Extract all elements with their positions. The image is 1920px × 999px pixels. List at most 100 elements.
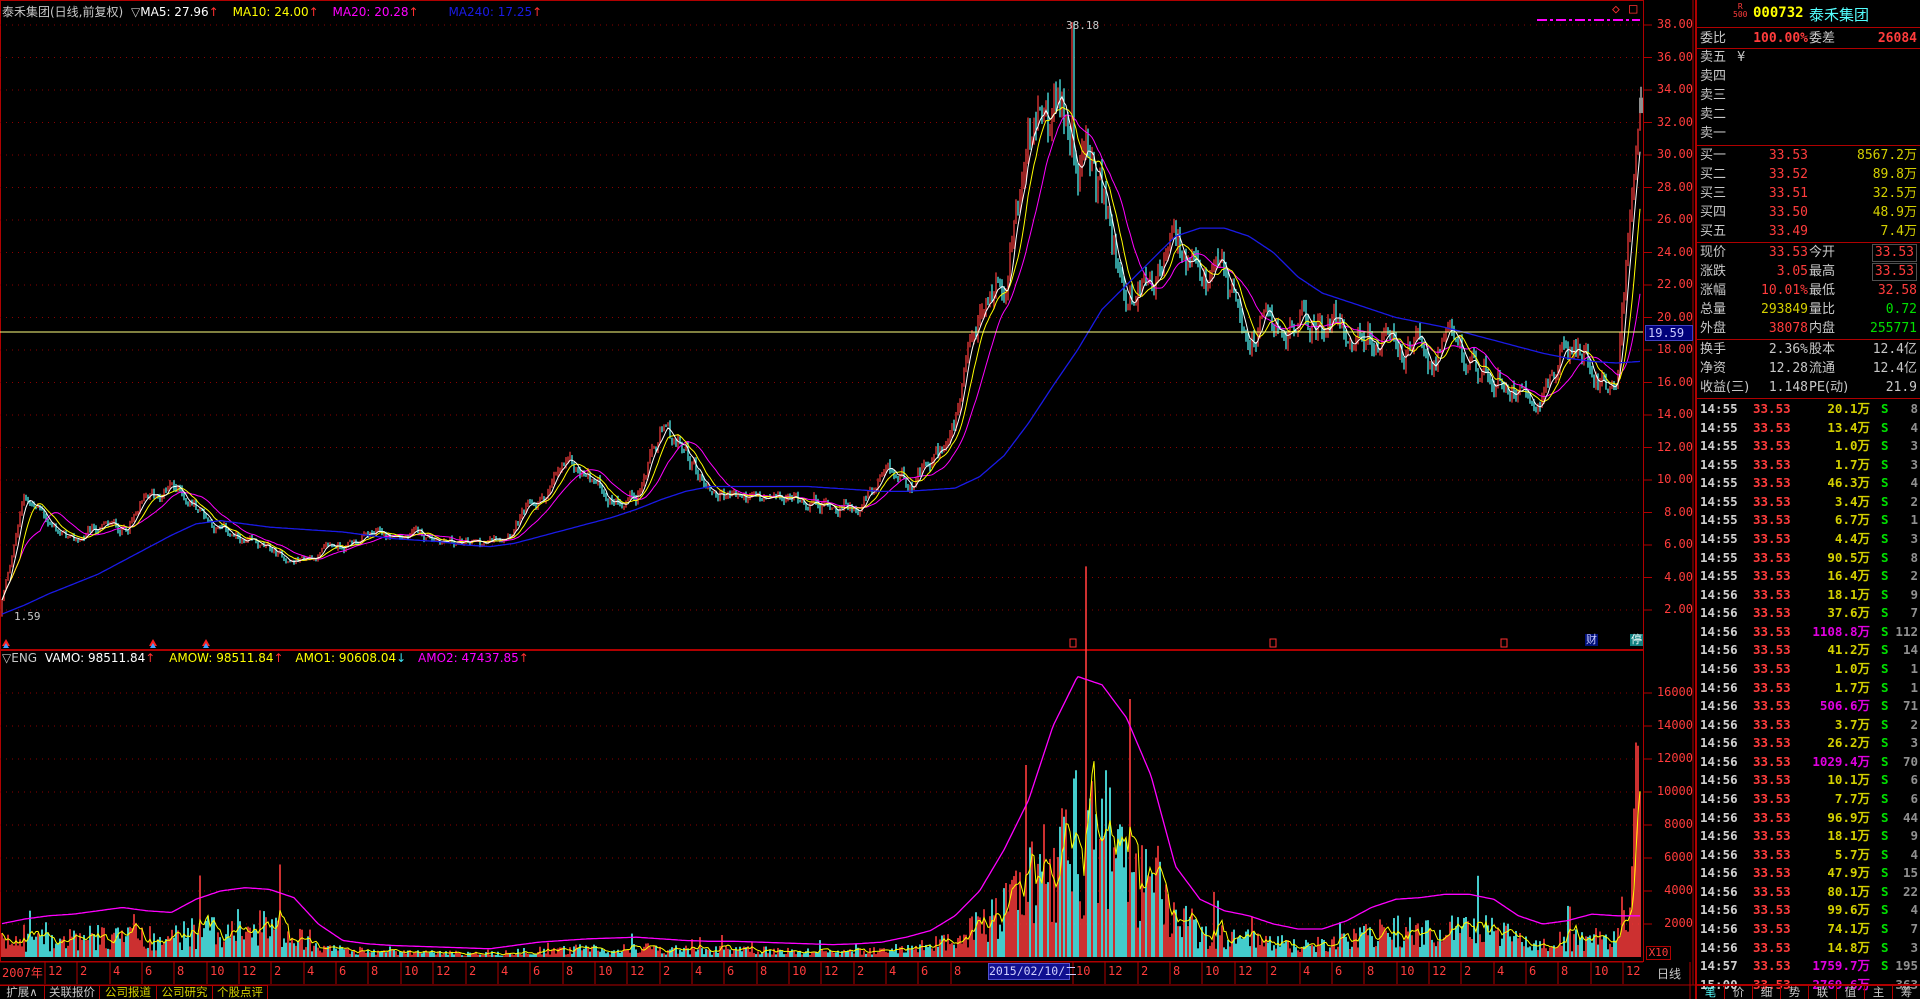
toggle-icon[interactable]: ▽ <box>2 651 12 665</box>
arrow-up-icon: ↑ <box>518 651 529 665</box>
kline-chart-canvas[interactable] <box>0 0 1695 999</box>
tick-side: S <box>1881 493 1889 509</box>
tab-stock-comments[interactable]: 个股点评 <box>213 985 268 999</box>
info-marker-icon <box>1269 638 1277 648</box>
tick-side: S <box>1881 419 1889 435</box>
right-tab[interactable]: 筹 <box>1893 985 1920 999</box>
buy-level-row[interactable]: 买一 33.53 8567.2万 <box>1697 146 1920 165</box>
right-tab[interactable]: 笔 <box>1697 985 1725 999</box>
fundamental-label: 收益(三) <box>1700 380 1750 395</box>
tick-price: 33.53 <box>1753 902 1791 918</box>
quote-panel: R 500 000732 泰禾集团 委比 100.00% 委差 26084 卖五… <box>1695 0 1920 999</box>
tick-price: 33.53 <box>1753 660 1791 676</box>
tick-time: 14:55 <box>1700 512 1738 528</box>
buy-price: 33.51 <box>1768 186 1808 201</box>
right-tab[interactable]: 价 <box>1725 985 1753 999</box>
main-chart-header: 泰禾集团(日线,前复权) ▽MA5: 27.96↑ MA10: 24.00↑ M… <box>2 3 546 20</box>
buy-level-row[interactable]: 买五 33.49 7.4万 <box>1697 222 1920 241</box>
amo2-value: AMO2: 47437.85 <box>418 651 519 665</box>
tick-time: 14:56 <box>1700 809 1738 825</box>
tick-volume: 41.2万 <box>1827 642 1870 658</box>
finance-marker[interactable]: 财 <box>1585 633 1598 646</box>
buy-level-row[interactable]: 买三 33.51 32.5万 <box>1697 184 1920 203</box>
price-tick-label: 36.00 <box>1656 49 1693 64</box>
stat-value: 255771 <box>1870 321 1917 336</box>
tick-side: S <box>1881 846 1889 862</box>
fundamental-label: 流通 <box>1809 361 1836 376</box>
diamond-icon[interactable]: ◇ <box>1612 2 1620 17</box>
tick-time: 14:56 <box>1700 586 1738 602</box>
tick-count: 14 <box>1902 642 1918 658</box>
stat-value: 33.53 <box>1871 263 1917 281</box>
right-tab[interactable]: 联 <box>1809 985 1837 999</box>
tick-count: 15 <box>1902 865 1918 881</box>
arrow-up-icon: ↑ <box>408 5 419 19</box>
tick-count: 71 <box>1902 698 1918 714</box>
tick-row: 14:55 33.53 46.3万 S 4 <box>1697 474 1920 493</box>
tick-volume: 3.7万 <box>1834 716 1870 732</box>
date-tick-label: 10 <box>210 964 225 978</box>
date-tick-label: 4 <box>1497 964 1505 978</box>
buy-volume: 7.4万 <box>1880 224 1917 239</box>
tick-time: 14:55 <box>1700 475 1738 491</box>
suspend-marker[interactable]: 停 <box>1630 633 1643 646</box>
tick-row: 14:56 33.53 18.1万 S 9 <box>1697 827 1920 846</box>
right-tab[interactable]: 细 <box>1753 985 1781 999</box>
period-selector[interactable]: 日线 <box>1657 967 1682 981</box>
date-tick-label: 12 <box>242 964 257 978</box>
volume-axis: 16000 14000 12000 10000 8000 6000 4000 2000 <box>1645 650 1693 962</box>
stat-label: 涨跌 <box>1700 264 1727 279</box>
tick-price: 33.53 <box>1753 530 1791 546</box>
tick-price: 33.53 <box>1753 586 1791 602</box>
tick-row: 14:56 33.53 18.1万 S 9 <box>1697 586 1920 605</box>
buy-level-row[interactable]: 买四 33.50 48.9万 <box>1697 203 1920 222</box>
tick-price: 33.53 <box>1753 419 1791 435</box>
right-tab[interactable]: 值 <box>1837 985 1865 999</box>
right-tab[interactable]: 主 <box>1865 985 1893 999</box>
tick-time: 14:56 <box>1700 790 1738 806</box>
quote-stat-row: 外盘 38078 内盘 255771 <box>1697 319 1920 338</box>
stat-value: 10.01% <box>1761 283 1808 298</box>
window-layout-icon[interactable]: □ <box>1629 1 1638 17</box>
date-tick-label: 6 <box>727 964 735 978</box>
sell-level-label: 卖五 <box>1700 50 1727 65</box>
tick-row: 14:56 33.53 96.9万 S 44 <box>1697 809 1920 828</box>
tick-price: 33.53 <box>1753 809 1791 825</box>
main-panel-border <box>0 0 1644 650</box>
buy-volume: 32.5万 <box>1872 186 1917 201</box>
event-marker-icon <box>202 639 210 646</box>
amow-value: AMOW: 98511.84 <box>169 651 274 665</box>
price-tick-label: 6.00 <box>1664 537 1693 551</box>
tick-side: S <box>1881 623 1889 639</box>
tick-row: 14:56 33.53 47.9万 S 15 <box>1697 864 1920 883</box>
tick-row: 14:55 33.53 6.7万 S 1 <box>1697 511 1920 530</box>
sell-level-row: 卖三 <box>1697 86 1920 105</box>
tick-time: 14:55 <box>1700 568 1738 584</box>
tick-side: S <box>1881 883 1889 899</box>
date-tick-label: 12 <box>436 964 451 978</box>
tab-company-news[interactable]: 公司报道 <box>100 985 157 999</box>
buy-level-label: 买五 <box>1700 224 1727 239</box>
tick-volume: 10.1万 <box>1827 772 1870 788</box>
price-axis: 38.00 36.00 34.00 32.00 30.00 28.00 26.00 24.00… <box>1645 0 1693 650</box>
price-tick-label: 12.00 <box>1656 439 1693 454</box>
tick-price: 33.53 <box>1753 475 1791 491</box>
tick-time: 14:56 <box>1700 772 1738 788</box>
tick-volume: 506.6万 <box>1819 698 1870 714</box>
tick-side: S <box>1881 530 1889 546</box>
tick-side: S <box>1881 716 1889 732</box>
tick-volume: 80.1万 <box>1827 883 1870 899</box>
arrow-up-icon: ↑ <box>532 5 543 19</box>
toggle-icon[interactable]: ▽ <box>131 5 141 19</box>
right-tab[interactable]: 势 <box>1781 985 1809 999</box>
tick-time: 14:56 <box>1700 679 1738 695</box>
date-tick-label: 2 <box>1464 964 1472 978</box>
tab-related-quotes[interactable]: 关联报价 <box>45 985 100 999</box>
tab-company-research[interactable]: 公司研究 <box>157 985 213 999</box>
date-tick-label: 8 <box>1367 964 1375 978</box>
rank-badge-top: R <box>1737 2 1743 11</box>
price-tick-label: 30.00 <box>1656 147 1693 161</box>
buy-level-row[interactable]: 买二 33.52 89.8万 <box>1697 165 1920 184</box>
weibi-value: 100.00% <box>1753 31 1808 46</box>
tab-expand[interactable]: 扩展∧ <box>0 985 45 999</box>
